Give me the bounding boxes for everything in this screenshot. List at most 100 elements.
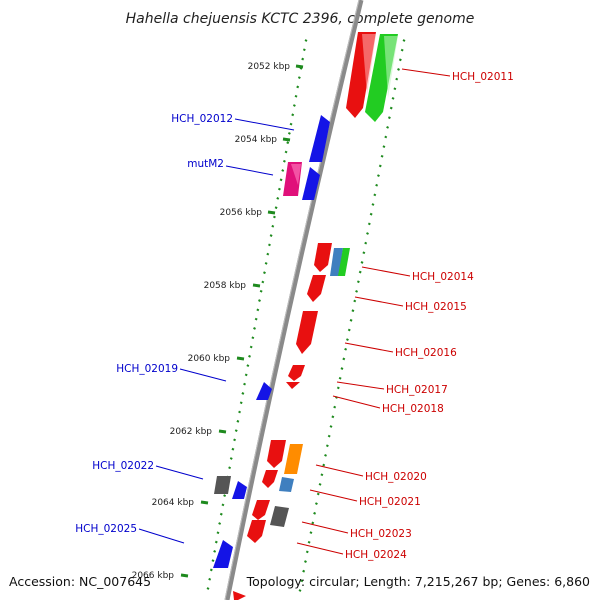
- genome-backbone: [224, 0, 364, 600]
- kbp-label: 2064 kbp: [152, 498, 195, 508]
- gene-hch-02014-green[interactable]: [338, 248, 350, 276]
- minor-tick: [336, 386, 340, 390]
- gene-label-hch-02023[interactable]: HCH_02023: [350, 528, 412, 540]
- major-tick: [295, 64, 304, 69]
- label-connector: [354, 296, 404, 307]
- minor-tick: [266, 252, 270, 256]
- gene-hch-02020-red[interactable]: [267, 440, 286, 468]
- gene-hch-02020-orange[interactable]: [284, 444, 303, 474]
- gene-label-hch-02018[interactable]: HCH_02018: [382, 403, 444, 415]
- gene-label-hch-02024[interactable]: HCH_02024: [345, 549, 407, 561]
- minor-tick: [272, 215, 276, 219]
- gene-partial-bottom: [233, 591, 246, 600]
- minor-tick: [373, 193, 377, 197]
- minor-tick: [342, 357, 346, 361]
- genome-summary-text: Topology: circular; Length: 7,215,267 bp…: [246, 574, 590, 589]
- gene-hch-02023-gray[interactable]: [270, 506, 289, 527]
- minor-tick: [269, 234, 273, 237]
- minor-tick: [208, 577, 212, 581]
- minor-tick: [398, 58, 402, 62]
- gene-label-hch-02020[interactable]: HCH_02020: [365, 471, 427, 483]
- gene-hch-02015[interactable]: [307, 275, 326, 302]
- minor-tick: [397, 68, 400, 71]
- minor-tick: [302, 48, 306, 52]
- label-connector: [361, 266, 411, 277]
- minor-tick: [239, 401, 243, 405]
- minor-tick: [309, 531, 313, 534]
- kbp-label: 2052 kbp: [248, 62, 291, 72]
- gene-features: [213, 32, 398, 600]
- gene-hch-02019[interactable]: [256, 382, 272, 400]
- gene-label-hch-02014[interactable]: HCH_02014: [412, 271, 474, 283]
- gene-hch-02024[interactable]: [247, 520, 266, 543]
- gene-hch-02017[interactable]: [288, 365, 305, 381]
- minor-tick: [216, 531, 220, 535]
- minor-tick: [238, 410, 242, 414]
- major-tick: [200, 500, 209, 505]
- minor-tick: [364, 241, 368, 245]
- minor-tick: [318, 482, 322, 486]
- minor-tick: [274, 206, 278, 210]
- minor-tick: [314, 502, 318, 506]
- gene-hch-02018[interactable]: [286, 382, 300, 389]
- minor-tick: [277, 187, 281, 191]
- gene-hch-02021-red[interactable]: [262, 470, 278, 488]
- minor-tick: [206, 587, 210, 590]
- label-connector: [155, 465, 204, 480]
- minor-tick: [305, 550, 309, 554]
- minor-tick: [211, 559, 215, 563]
- major-tick: [267, 210, 276, 215]
- minor-tick: [253, 327, 256, 330]
- minor-tick: [214, 540, 218, 544]
- gene-label-hch-02022[interactable]: HCH_02022: [92, 460, 154, 472]
- minor-tick: [251, 336, 255, 340]
- gene-hch-02022-gray[interactable]: [214, 476, 231, 494]
- minor-tick: [304, 560, 307, 563]
- label-connector: [234, 118, 295, 131]
- label-connector: [344, 342, 394, 353]
- minor-tick: [369, 212, 373, 216]
- minor-tick: [371, 203, 375, 206]
- major-tick: [282, 137, 291, 142]
- major-tick: [252, 283, 261, 288]
- gene-label-hch-02021[interactable]: HCH_02021: [359, 496, 421, 508]
- minor-tick: [219, 512, 223, 516]
- gene-label-hch-02019[interactable]: HCH_02019: [116, 363, 178, 375]
- gene-label-hch-02011[interactable]: HCH_02011: [452, 71, 514, 83]
- minor-tick: [301, 57, 305, 61]
- minor-tick: [281, 169, 285, 172]
- gene-label-hch-02016[interactable]: HCH_02016: [395, 347, 457, 359]
- minor-tick: [248, 354, 251, 358]
- minor-tick: [302, 569, 306, 573]
- gene-hch-02022-blue[interactable]: [232, 481, 247, 499]
- gene-hch-02016[interactable]: [296, 311, 318, 354]
- gene-blue-near-mutm2[interactable]: [302, 167, 320, 200]
- minor-tick: [333, 405, 337, 409]
- minor-tick: [311, 521, 315, 525]
- gene-hch-02025[interactable]: [213, 540, 233, 568]
- minor-tick: [378, 164, 382, 168]
- gene-label-hch-02012[interactable]: HCH_02012: [171, 113, 233, 125]
- gene-hch-02021-steel[interactable]: [279, 477, 294, 492]
- minor-tick: [259, 289, 263, 293]
- major-tick: [180, 573, 189, 578]
- minor-tick: [294, 94, 298, 98]
- gene-label-hch-02025[interactable]: HCH_02025: [75, 523, 137, 535]
- minor-tick: [284, 150, 288, 154]
- minor-tick: [349, 318, 353, 322]
- minor-tick: [380, 154, 384, 158]
- minor-tick: [307, 540, 311, 544]
- left-gene-labels: HCH_02012 mutM2 HCH_02019 HCH_02022 HCH_…: [75, 113, 233, 535]
- tick-marks: [180, 39, 406, 592]
- gene-hch-02014-red[interactable]: [314, 243, 332, 272]
- minor-tick: [233, 438, 237, 442]
- gene-label-hch-02015[interactable]: HCH_02015: [405, 301, 467, 313]
- gene-label-hch-02017[interactable]: HCH_02017: [386, 384, 448, 396]
- minor-tick: [289, 122, 293, 126]
- gene-hch-02023-red[interactable]: [252, 500, 270, 520]
- gene-hch-02012[interactable]: [309, 115, 330, 162]
- gene-label-mutm2[interactable]: mutM2: [187, 158, 224, 170]
- major-tick: [218, 429, 227, 434]
- minor-tick: [402, 39, 406, 42]
